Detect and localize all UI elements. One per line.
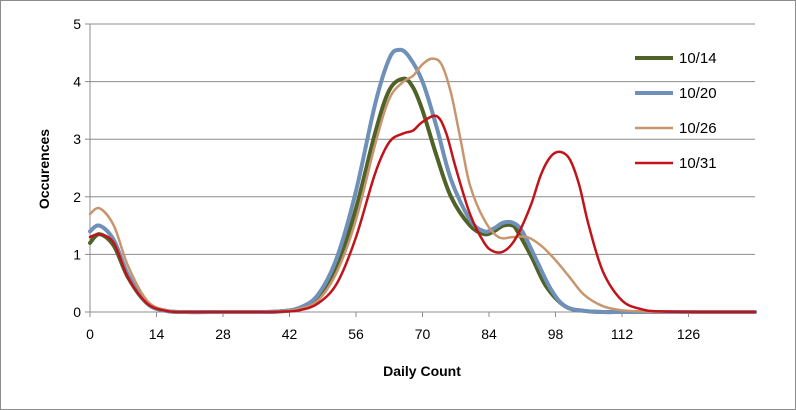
- y-axis-label: Occurences: [36, 129, 52, 209]
- series-line-10-31: [88, 114, 757, 314]
- x-tick-label: 14: [149, 326, 165, 342]
- legend-item: 10/26: [635, 120, 717, 137]
- legend-label: 10/14: [679, 50, 717, 67]
- series-line-10-26: [88, 57, 757, 314]
- y-tick-label: 0: [73, 304, 81, 320]
- legend-item: 10/31: [635, 155, 717, 172]
- x-tick-label: 0: [86, 326, 94, 342]
- legend-label: 10/31: [679, 155, 717, 172]
- x-tick-label: 70: [415, 326, 431, 342]
- series-line-10-20: [88, 47, 757, 315]
- y-tick-label: 4: [73, 74, 81, 90]
- y-tick-label: 2: [73, 189, 81, 205]
- x-tick-label: 42: [282, 326, 298, 342]
- x-tick-label: 126: [677, 326, 701, 342]
- series-lines: [88, 47, 757, 315]
- series-line-10-14: [88, 76, 757, 315]
- legend-label: 10/26: [679, 120, 717, 137]
- gridlines: [90, 23, 755, 255]
- legend-item: 10/14: [635, 50, 717, 67]
- y-tick-label: 3: [73, 131, 81, 147]
- legend-label: 10/20: [679, 85, 717, 102]
- y-tick-label: 5: [73, 16, 81, 32]
- legend: 10/14 10/20 10/26 10/31: [635, 50, 717, 172]
- x-tick-label: 56: [348, 326, 364, 342]
- x-tick-label: 112: [611, 326, 634, 342]
- x-axis-label: Daily Count: [383, 363, 461, 379]
- x-tick-label: 98: [548, 326, 564, 342]
- legend-item: 10/20: [635, 85, 717, 102]
- x-tick-label: 84: [481, 326, 497, 342]
- x-tick-label: 28: [215, 326, 231, 342]
- y-tick-label: 1: [73, 246, 81, 262]
